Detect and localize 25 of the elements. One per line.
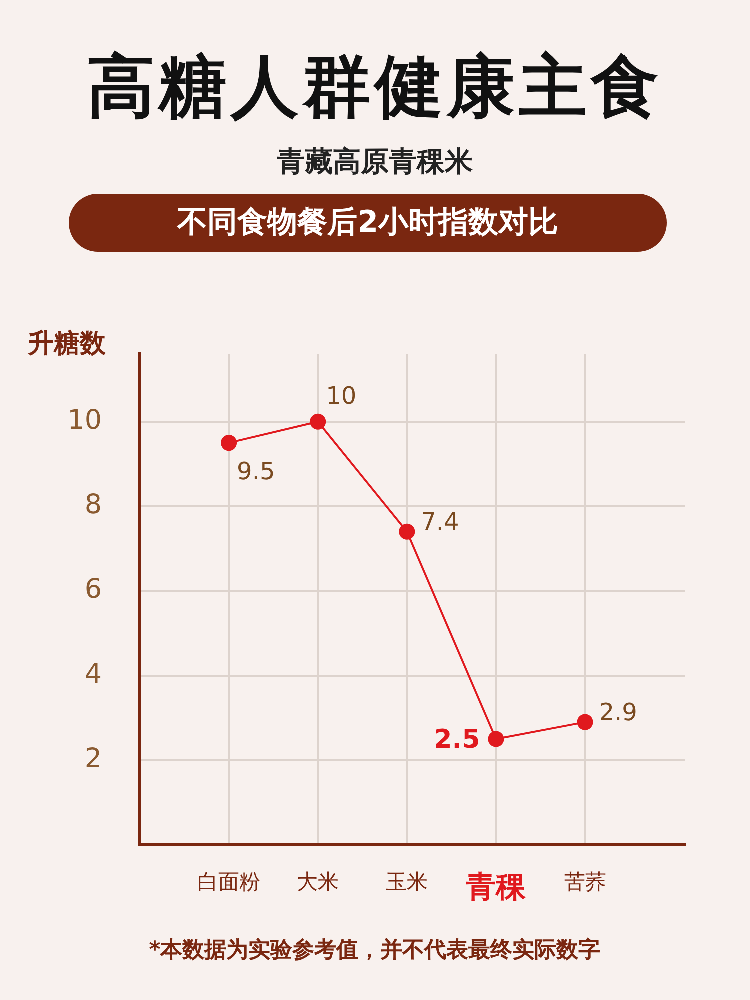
chart-subtitle: 青藏高原青稞米 xyxy=(276,144,474,180)
point xyxy=(310,414,326,430)
point xyxy=(577,714,594,730)
data-label: 2.9 xyxy=(599,698,638,727)
data-label: 2.5 xyxy=(434,724,480,755)
chart-title: 高糖人群健康主食 xyxy=(86,47,664,129)
x-tick-label: 大米 xyxy=(297,870,340,894)
text: 不同食物餐后2小时指数对比 xyxy=(69,194,667,252)
x-tick-label: 苦荞 xyxy=(564,870,606,894)
point xyxy=(488,731,504,748)
y-tick-label: 8 xyxy=(84,490,102,521)
point xyxy=(399,524,416,540)
x-tick-label: 玉米 xyxy=(386,870,428,894)
data-label: 9.5 xyxy=(237,457,276,486)
y-axis-title: 升糖数 xyxy=(28,328,106,361)
y-tick-label: 6 xyxy=(84,574,102,606)
point xyxy=(221,435,238,452)
y-tick-label: 4 xyxy=(84,658,102,690)
data-label: 10 xyxy=(326,382,357,410)
data-label: 7.4 xyxy=(421,508,460,536)
text: *本数据为实验参考值，并不代表最终实际数字 xyxy=(148,936,602,965)
y-tick-label: 10 xyxy=(68,404,102,436)
x-tick-label: 青稞 xyxy=(465,870,528,905)
x-tick-label: 白面粉 xyxy=(198,870,261,894)
y-tick-label: 2 xyxy=(84,743,102,774)
